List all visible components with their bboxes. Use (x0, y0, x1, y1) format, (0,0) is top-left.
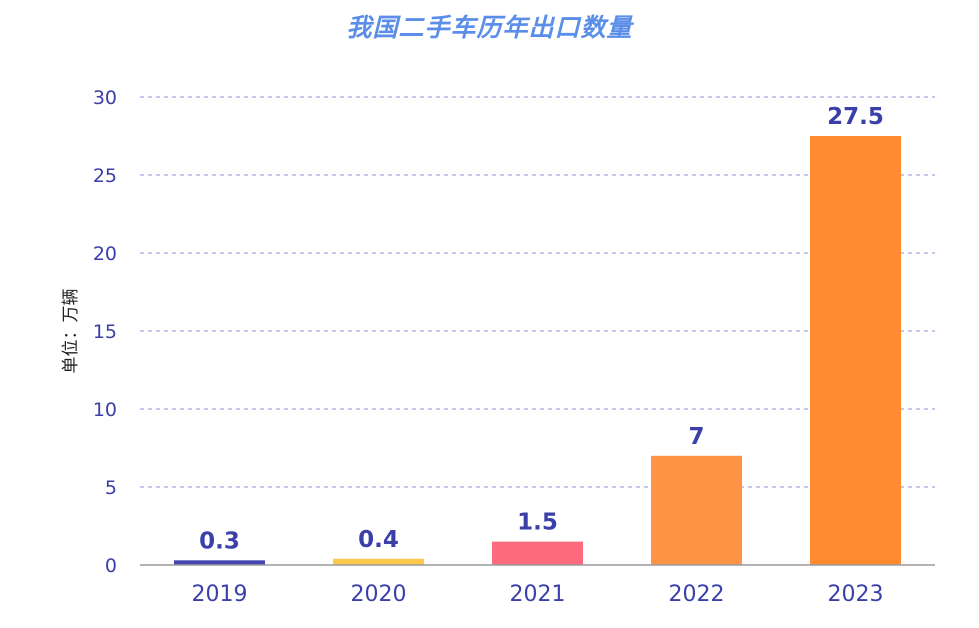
y-tick-label: 5 (105, 477, 117, 499)
x-axis-ticks: 2019 2020 2021 2022 2023 (192, 582, 884, 607)
value-label: 0.3 (199, 528, 240, 554)
bar-2023 (810, 136, 901, 565)
x-tick-label: 2022 (669, 582, 725, 607)
value-label: 0.4 (358, 527, 399, 553)
y-tick-label: 25 (93, 165, 117, 187)
y-tick-label: 20 (93, 243, 117, 265)
x-tick-label: 2023 (828, 582, 884, 607)
bar-2022 (651, 455, 742, 565)
y-tick-label: 15 (93, 321, 117, 343)
value-labels: 0.3 0.4 1.5 7 27.5 (199, 104, 884, 554)
bar-2021 (492, 541, 583, 565)
y-tick-label: 0 (105, 555, 117, 577)
bar-2019 (174, 560, 265, 565)
x-tick-label: 2020 (351, 582, 407, 607)
x-tick-label: 2019 (192, 582, 248, 607)
y-tick-label: 10 (93, 399, 117, 421)
value-label: 27.5 (827, 104, 884, 130)
value-label: 7 (688, 424, 704, 450)
x-tick-label: 2021 (510, 582, 566, 607)
value-label: 1.5 (517, 510, 558, 536)
y-tick-label: 30 (93, 87, 117, 109)
bars (174, 136, 901, 565)
y-axis-label: 单位：万辆 (61, 289, 81, 374)
bar-2020 (333, 558, 424, 565)
y-axis-ticks: 0 5 10 15 20 25 30 (93, 87, 117, 577)
chart-title: 我国二手车历年出口数量 (346, 13, 633, 42)
